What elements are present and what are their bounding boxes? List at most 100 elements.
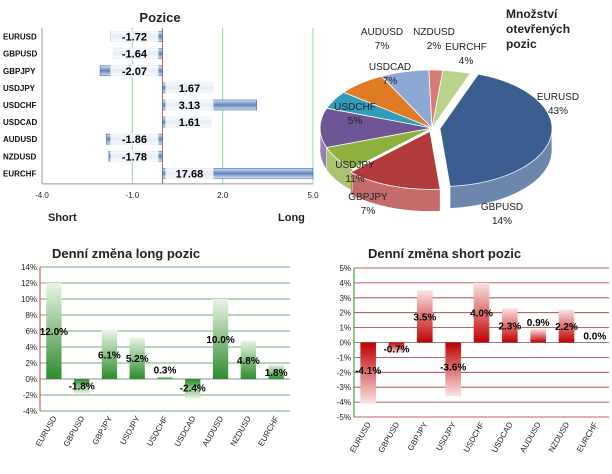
value-label: -0.7%: [383, 345, 409, 356]
bar: [212, 299, 229, 379]
bar: [530, 329, 546, 343]
category-label: USDJPY: [434, 420, 458, 452]
value-label: -1.64: [122, 49, 148, 61]
value-label: -2.4%: [180, 384, 206, 395]
slice-name-label: EURUSD: [537, 92, 579, 103]
chart-title: Pozice: [139, 10, 180, 25]
value-label-box: [165, 116, 214, 129]
category-label: EURUSD: [348, 420, 373, 454]
category-label: USDJPY: [118, 414, 142, 446]
bar: [502, 308, 518, 343]
y-tick-label: 14%: [21, 263, 37, 272]
open-positions-pie-chart: Množství otevřených pozic EURUSD 43% GBPUS…: [319, 7, 579, 227]
x-tick-label: -1.0: [125, 191, 139, 200]
category-label: USDCAD: [3, 118, 37, 127]
value-label: 2.3%: [498, 321, 521, 332]
chart-title: Denní změna long pozic: [52, 246, 200, 261]
category-label: USDCAD: [173, 414, 198, 448]
y-tick-label: -2%: [337, 368, 351, 377]
value-label: -3.6%: [440, 363, 466, 374]
value-label-box: [165, 167, 214, 180]
y-tick-label: 0%: [25, 375, 37, 384]
value-label: -1.78: [122, 151, 147, 163]
y-tick-label: 8%: [25, 311, 37, 320]
slice-name-label: USDCHF: [334, 102, 376, 113]
value-label: 1.67: [179, 83, 200, 95]
value-label: 1.61: [179, 117, 200, 129]
category-label: USDCHF: [3, 101, 36, 110]
value-label: 0.9%: [527, 318, 550, 329]
value-label-box: [110, 47, 159, 60]
category-label: GBPUSD: [62, 414, 87, 448]
value-label-box: [110, 133, 159, 146]
category-label: GBPJPY: [3, 67, 36, 76]
bar: [74, 379, 90, 394]
category-label: EURUSD: [34, 414, 59, 448]
daily-short-change-chart: Denní změna short pozic -5% -4% -3% -2% -1% 0…: [337, 246, 609, 454]
value-label: 6.1%: [98, 351, 121, 362]
category-label: EURUSD: [3, 33, 37, 42]
value-label: 4.0%: [470, 309, 493, 320]
bar: [157, 376, 173, 379]
y-tick-label: 4%: [25, 343, 37, 352]
value-label: 17.68: [176, 168, 204, 180]
bar: [185, 379, 201, 399]
y-tick-label: -2%: [23, 391, 37, 400]
value-label-box: [165, 98, 214, 111]
y-tick-label: 10%: [21, 295, 37, 304]
category-label: GBPJPY: [406, 420, 430, 452]
positions-chart: Pozice Short Long -4.0 -1.0 2.0 5.0 EURUSD -1…: [3, 10, 319, 224]
chart-title-line-3: pozic: [506, 37, 537, 51]
category-label: USDJPY: [3, 84, 36, 93]
value-label: -1.8%: [69, 381, 95, 392]
value-label: 2.2%: [555, 322, 578, 333]
y-tick-label: 3%: [339, 294, 351, 303]
value-label: 0.3%: [154, 366, 177, 377]
y-tick-label: -1%: [337, 353, 351, 362]
value-label-box: [110, 64, 159, 77]
daily-long-change-chart: Denní změna long pozic -4%-2%0%2%4%6%8%1…: [21, 246, 290, 448]
category-label: EURCHF: [3, 169, 36, 178]
slice-percent-label: 43%: [548, 106, 568, 117]
long-label: Long: [278, 212, 305, 224]
bar: [417, 290, 433, 343]
value-label: -2.07: [122, 66, 147, 78]
chart-title: Denní změna short pozic: [368, 246, 521, 261]
slice-name-label: GBPUSD: [481, 202, 523, 213]
value-label: 1.8%: [265, 368, 288, 379]
slice-name-label: NZDUSD: [413, 27, 455, 38]
bar: [473, 282, 490, 343]
category-label: GBPUSD: [377, 420, 402, 454]
bar: [360, 342, 376, 404]
y-tick-label: 2%: [339, 309, 351, 318]
y-tick-label: 0%: [339, 339, 351, 348]
x-tick-label: 5.0: [307, 191, 319, 200]
x-tick-label: -4.0: [35, 191, 49, 200]
y-tick-label: -4%: [337, 398, 351, 407]
value-label: 4.8%: [237, 356, 260, 367]
y-tick-label: 1%: [339, 324, 351, 333]
y-tick-label: 5%: [339, 264, 351, 273]
y-tick-label: 6%: [25, 327, 37, 336]
category-label: NZDUSD: [547, 420, 572, 454]
value-label: 12.0%: [40, 327, 68, 338]
y-tick-label: -3%: [337, 383, 351, 392]
slice-percent-label: 2%: [427, 41, 442, 52]
bar: [101, 330, 118, 379]
value-label: 10.0%: [206, 335, 234, 346]
y-tick-label: -5%: [337, 413, 351, 422]
bar: [129, 337, 145, 379]
category-label: NZDUSD: [3, 152, 37, 161]
category-label: USDCAD: [490, 420, 515, 454]
category-label: NZDUSD: [229, 414, 254, 448]
slice-percent-label: 4%: [459, 56, 474, 67]
bar: [46, 283, 62, 379]
y-tick-label: 4%: [339, 279, 351, 288]
slice-percent-label: 7%: [361, 206, 376, 217]
category-label: AUDUSD: [201, 414, 226, 448]
value-label: -1.86: [122, 134, 147, 146]
pie-slice: [439, 73, 553, 187]
y-tick-label: 12%: [21, 279, 37, 288]
chart-title-line-2: otevřených: [506, 22, 570, 36]
x-tick-label: 2.0: [217, 191, 229, 200]
